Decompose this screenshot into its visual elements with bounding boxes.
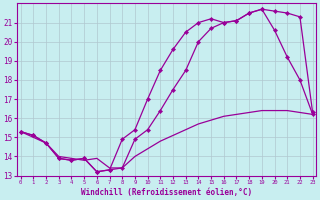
X-axis label: Windchill (Refroidissement éolien,°C): Windchill (Refroidissement éolien,°C) <box>81 188 252 197</box>
